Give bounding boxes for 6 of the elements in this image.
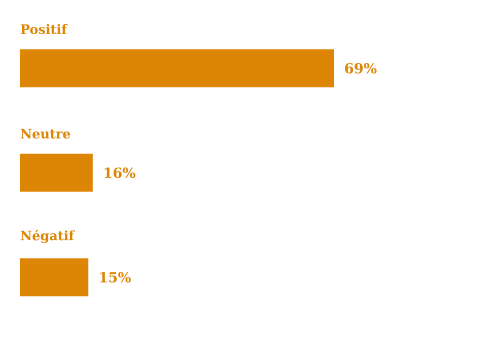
y-tick-label: Positif: [20, 24, 68, 34]
data-label: 69%: [345, 62, 377, 74]
y-tick-label: Neutre: [20, 128, 70, 139]
data-label: 16%: [104, 167, 136, 178]
data-label: 15%: [100, 272, 131, 283]
y-tick-label: Négatif: [20, 230, 75, 244]
